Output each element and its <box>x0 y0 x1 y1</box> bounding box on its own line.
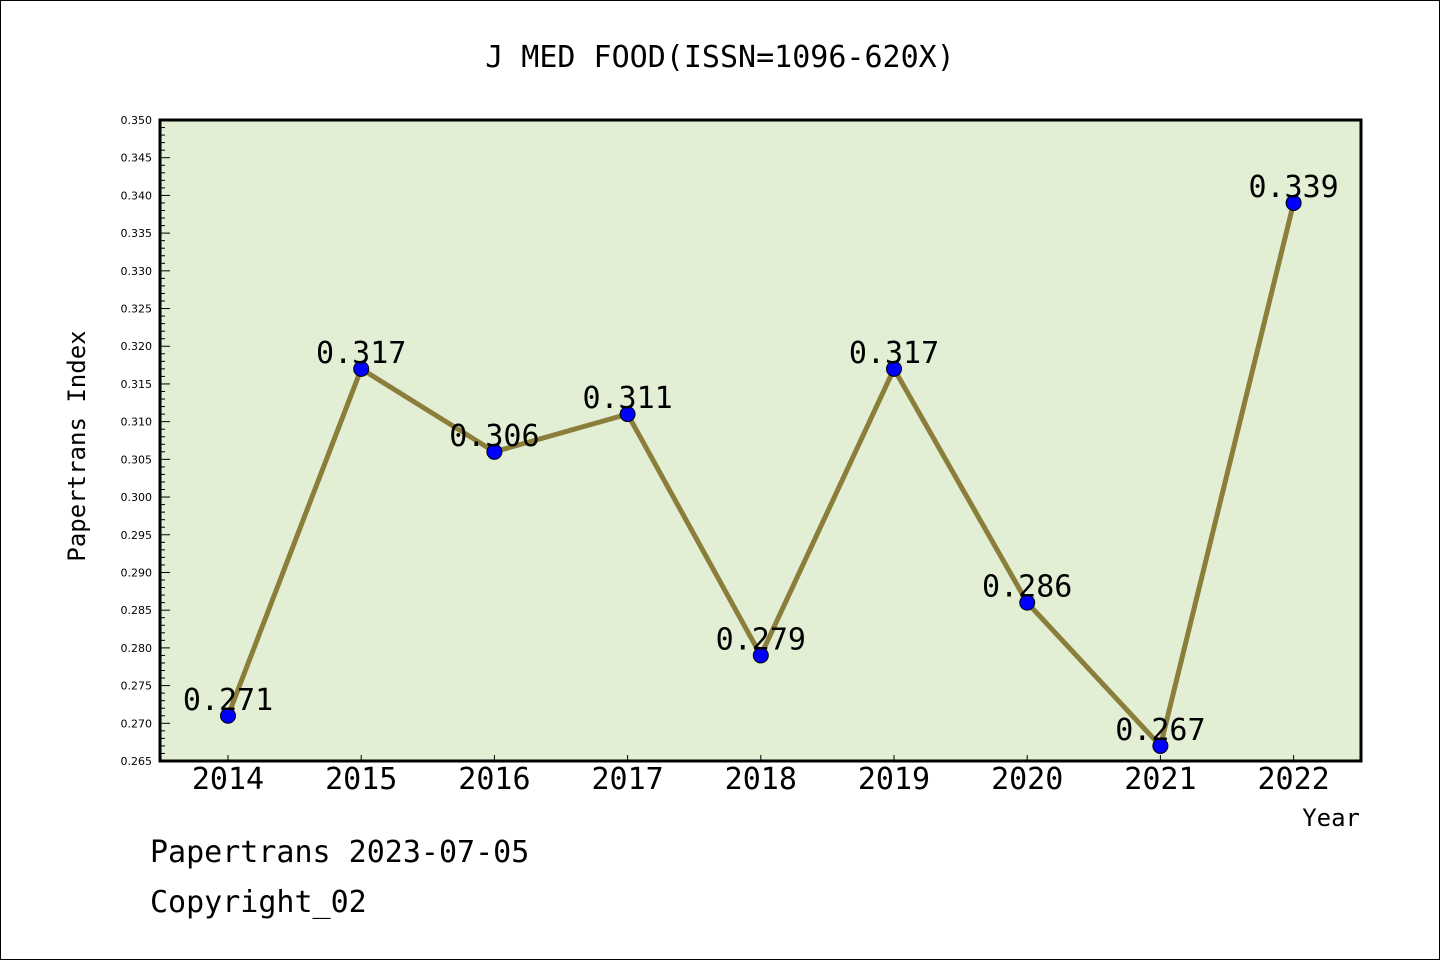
x-tick-label: 2015 <box>325 762 397 797</box>
data-label: 0.306 <box>449 419 539 454</box>
data-point <box>1152 737 1169 754</box>
data-label: 0.271 <box>183 683 273 718</box>
y-tick-label: 0.335 <box>121 227 153 240</box>
data-label: 0.267 <box>1115 713 1205 748</box>
y-tick-label: 0.280 <box>121 642 153 655</box>
y-tick-label: 0.270 <box>121 717 153 730</box>
x-axis: 2014 2015 2016 2017 2018 2019 2020 2021 2022 <box>192 755 1330 797</box>
x-tick-label: 2016 <box>458 762 530 797</box>
data-label: 0.317 <box>849 336 939 371</box>
x-tick-label: 2019 <box>858 762 930 797</box>
data-label: 0.339 <box>1248 170 1338 205</box>
x-tick-label: 2014 <box>192 762 264 797</box>
y-tick-label: 0.325 <box>121 303 153 316</box>
data-point <box>752 647 769 664</box>
y-tick-label: 0.320 <box>121 340 153 353</box>
y-tick-label: 0.275 <box>121 680 153 693</box>
data-labels: 0.271 0.317 0.306 0.311 0.279 0.317 0.286 0.267… <box>183 170 1339 748</box>
data-point <box>220 707 236 724</box>
y-tick-label: 0.290 <box>121 566 153 579</box>
data-label: 0.317 <box>316 336 406 371</box>
y-tick-label: 0.315 <box>121 378 153 391</box>
data-point <box>486 443 503 460</box>
data-label: 0.286 <box>982 570 1072 605</box>
x-tick-label: 2020 <box>991 762 1063 797</box>
y-tick-label: 0.285 <box>121 604 153 617</box>
data-label: 0.279 <box>716 622 806 657</box>
y-tick-label: 0.295 <box>121 529 153 542</box>
data-point <box>1019 594 1036 611</box>
data-point <box>886 360 902 377</box>
y-tick-label: 0.340 <box>121 189 153 202</box>
footer-date: Papertrans 2023-07-05 <box>150 835 530 870</box>
y-tick-label: 0.305 <box>121 453 153 466</box>
footer-copyright: Copyright_02 <box>150 885 367 920</box>
data-point <box>619 406 636 423</box>
y-tick-label: 0.330 <box>121 265 153 278</box>
data-point <box>353 360 370 377</box>
x-axis-label: Year <box>1302 804 1360 832</box>
x-tick-label: 2018 <box>725 762 797 797</box>
y-tick-label: 0.300 <box>121 491 153 504</box>
y-axis: 0.265 0.270 0.275 0.280 0.285 0.290 0.295 0.300… <box>121 114 170 768</box>
chart-title: J MED FOOD(ISSN=1096-620X) <box>485 40 955 75</box>
x-tick-label: 2017 <box>591 762 663 797</box>
y-tick-label: 0.310 <box>121 416 153 429</box>
data-point <box>1285 194 1302 211</box>
series-layer <box>220 194 1302 754</box>
x-tick-label: 2021 <box>1124 762 1196 797</box>
y-tick-label: 0.265 <box>121 755 153 768</box>
y-tick-label: 0.350 <box>121 114 153 127</box>
y-tick-label: 0.345 <box>121 152 153 165</box>
y-axis-label: Papertrans Index <box>63 330 91 561</box>
data-label: 0.311 <box>582 381 672 416</box>
x-tick-label: 2022 <box>1257 762 1329 797</box>
